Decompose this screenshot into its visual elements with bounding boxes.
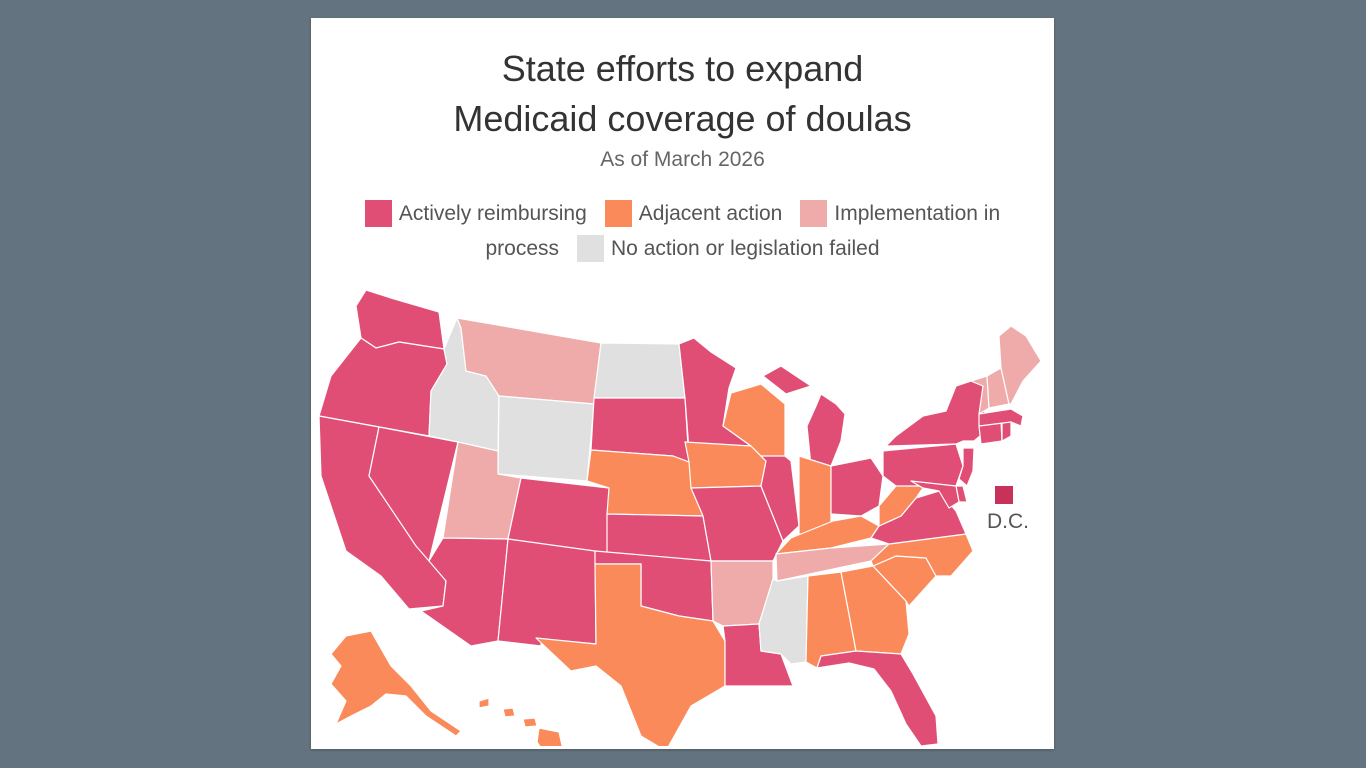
dc-marker [995, 486, 1013, 504]
legend-row-2: process No action or legislation failed [311, 235, 1054, 262]
state-FL [816, 650, 939, 746]
legend-item-reimbursing: Actively reimbursing [364, 200, 587, 227]
state-MS [758, 575, 809, 665]
state-PA [882, 443, 964, 487]
state-NM [497, 538, 597, 647]
legend-item-none: No action or legislation failed [577, 235, 880, 262]
state-ME [998, 325, 1042, 405]
legend-label-none: No action or legislation failed [611, 236, 880, 260]
legend-label-implementation-cont: process [485, 236, 560, 260]
state-VT [970, 375, 990, 415]
us-states-map: D.C. [318, 289, 1042, 746]
legend-item-implementation: Implementation in [800, 200, 1000, 227]
state-MN [678, 337, 752, 451]
state-ND [593, 342, 686, 399]
map-card: State efforts to expand Medicaid coverag… [311, 18, 1054, 749]
state-RI [1001, 421, 1012, 442]
state-OH [830, 457, 884, 517]
legend-row-1: Actively reimbursing Adjacent action Imp… [311, 200, 1054, 227]
hawaii-island-kauai [478, 697, 490, 709]
state-AK [330, 630, 462, 737]
legend-swatch-none [577, 235, 605, 262]
legend-label-implementation: Implementation in [834, 201, 1001, 225]
state-TX [535, 563, 726, 746]
title-line-1: State efforts to expand [501, 48, 864, 89]
legend-swatch-implementation [800, 200, 828, 227]
dc-label: D.C. [987, 510, 1029, 533]
hawaii-island-oahu [502, 707, 516, 718]
state-MA [978, 408, 1024, 427]
state-IL [760, 455, 800, 542]
legend-item-adjacent: Adjacent action [604, 200, 783, 227]
legend-swatch-reimbursing [364, 200, 392, 227]
legend-item-implementation-cont: process [485, 237, 559, 261]
legend-label-adjacent: Adjacent action [638, 201, 783, 225]
state-HI [478, 697, 563, 746]
hawaii-island-maui [522, 717, 538, 728]
state-WY [497, 395, 595, 482]
map-subtitle: As of March 2026 [600, 148, 765, 171]
hawaii-island-big [536, 727, 563, 746]
legend-swatch-adjacent [604, 200, 632, 227]
state-MD [910, 480, 960, 509]
title-line-2: Medicaid coverage of doulas [453, 98, 912, 139]
legend-label-reimbursing: Actively reimbursing [398, 201, 587, 225]
map-title: State efforts to expand Medicaid coverag… [311, 44, 1054, 144]
state-NY [885, 380, 987, 447]
state-NJ [958, 447, 975, 487]
state-WA [355, 289, 445, 350]
